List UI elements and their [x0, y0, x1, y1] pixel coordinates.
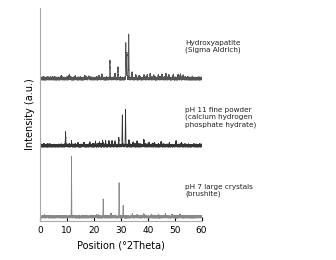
- X-axis label: Position (°2Theta): Position (°2Theta): [77, 240, 165, 250]
- Text: pH 11 fine powder
(calcium hydrogen
phosphate hydrate): pH 11 fine powder (calcium hydrogen phos…: [185, 107, 257, 128]
- Y-axis label: Intensity (a.u.): Intensity (a.u.): [25, 79, 35, 150]
- Text: pH 7 large crystals
(brushite): pH 7 large crystals (brushite): [185, 184, 253, 197]
- Text: Hydroxyapatite
(Sigma Aldrich): Hydroxyapatite (Sigma Aldrich): [185, 40, 241, 53]
